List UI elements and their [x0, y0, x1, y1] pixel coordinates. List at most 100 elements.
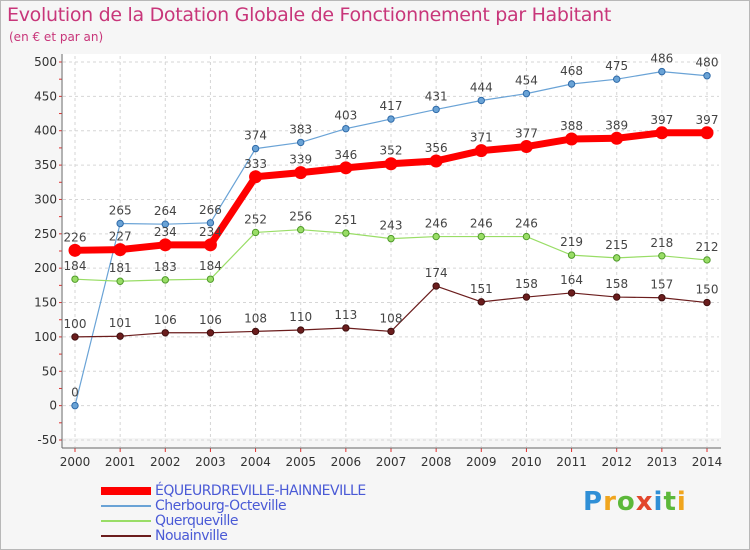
- data-label: 251: [334, 213, 357, 227]
- data-point: [477, 298, 485, 306]
- data-point: [294, 166, 308, 180]
- data-point: [567, 289, 576, 297]
- data-point: [71, 401, 79, 410]
- data-point: [432, 105, 440, 114]
- logo-letter: i: [653, 487, 664, 517]
- data-point: [342, 324, 350, 332]
- data-point: [161, 329, 169, 337]
- data-point: [68, 243, 82, 257]
- chart-subtitle: (en € et par an): [9, 30, 104, 44]
- data-label: 243: [380, 219, 403, 233]
- data-label: 151: [470, 282, 493, 296]
- y-tick-label: 200: [34, 261, 57, 275]
- data-point: [477, 96, 485, 105]
- legend-item: Querqueville: [101, 513, 366, 529]
- legend: ÉQUEURDREVILLE-HAINNEVILLE Cherbourg-Octe…: [101, 482, 366, 544]
- data-label: 371: [470, 131, 493, 145]
- data-label: 150: [696, 283, 719, 297]
- data-label: 444: [470, 80, 493, 94]
- data-point: [206, 329, 215, 337]
- x-tick-label: 2005: [285, 455, 316, 469]
- data-point: [429, 154, 443, 168]
- data-label: 454: [515, 74, 538, 88]
- data-point: [700, 126, 714, 140]
- data-label: 383: [289, 122, 312, 136]
- data-point: [387, 327, 395, 336]
- logo-letter: t: [663, 487, 677, 517]
- data-label: 108: [380, 311, 403, 325]
- data-point: [297, 225, 305, 234]
- data-label: 158: [515, 277, 538, 291]
- data-point: [387, 234, 395, 243]
- data-point: [297, 326, 305, 334]
- data-label: 397: [650, 113, 673, 127]
- data-label: 215: [605, 238, 628, 252]
- legend-item: Cherbourg-Octeville: [101, 498, 366, 514]
- data-point: [703, 298, 711, 307]
- data-label: 374: [244, 129, 267, 143]
- data-label: 184: [64, 259, 87, 273]
- data-label: 184: [199, 259, 222, 273]
- data-point: [565, 132, 579, 146]
- data-label: 397: [696, 113, 719, 127]
- data-label: 227: [109, 230, 132, 244]
- data-label: 346: [334, 148, 357, 162]
- legend-label: Nouainville: [155, 527, 228, 544]
- data-point: [613, 293, 621, 301]
- y-tick-label: 500: [34, 55, 57, 69]
- data-label: 108: [244, 311, 267, 325]
- data-point: [158, 238, 172, 252]
- data-label: 100: [64, 317, 87, 331]
- data-point: [203, 238, 217, 252]
- proxiti-logo: Proxiti: [583, 487, 687, 517]
- data-label: 158: [605, 277, 628, 291]
- x-tick-label: 2002: [150, 455, 181, 469]
- data-label: 480: [696, 56, 719, 70]
- x-tick-label: 2010: [511, 455, 542, 469]
- legend-swatch: [101, 486, 151, 495]
- data-label: 333: [244, 157, 267, 171]
- data-point: [477, 232, 485, 241]
- data-point: [613, 254, 621, 262]
- data-point: [519, 140, 533, 154]
- x-tick-label: 2011: [556, 455, 587, 469]
- data-point: [113, 243, 127, 257]
- x-tick-label: 2004: [240, 455, 271, 469]
- data-label: 181: [109, 261, 132, 275]
- legend-label: ÉQUEURDREVILLE-HAINNEVILLE: [155, 482, 366, 499]
- legend-item: Nouainville: [101, 527, 366, 544]
- logo-letter: r: [603, 487, 617, 517]
- y-tick-label: 400: [34, 124, 57, 138]
- data-label: 101: [109, 316, 132, 330]
- data-point: [251, 228, 260, 237]
- logo-letter: P: [583, 487, 604, 517]
- data-label: 377: [515, 127, 538, 141]
- data-point: [206, 219, 215, 227]
- data-point: [703, 72, 711, 80]
- data-label: 356: [425, 141, 448, 155]
- data-label: 264: [154, 204, 177, 218]
- data-point: [567, 80, 576, 88]
- y-tick-label: 50: [42, 364, 57, 378]
- data-label: 246: [515, 217, 538, 231]
- data-label: 256: [289, 210, 312, 224]
- data-point: [522, 232, 531, 241]
- x-tick-label: 2000: [60, 455, 91, 469]
- data-label: 403: [334, 109, 357, 123]
- data-point: [251, 327, 260, 336]
- data-point: [249, 170, 263, 184]
- data-point: [613, 75, 621, 83]
- x-tick-label: 2014: [692, 455, 723, 469]
- data-label: 352: [380, 144, 403, 158]
- legend-item: ÉQUEURDREVILLE-HAINNEVILLE: [101, 482, 366, 499]
- data-point: [116, 332, 124, 340]
- data-point: [384, 157, 398, 171]
- data-point: [474, 144, 488, 158]
- data-label: 106: [154, 313, 177, 327]
- data-point: [522, 89, 531, 98]
- data-point: [432, 282, 440, 290]
- legend-swatch: [101, 519, 151, 522]
- data-point: [116, 219, 124, 228]
- data-point: [71, 333, 79, 341]
